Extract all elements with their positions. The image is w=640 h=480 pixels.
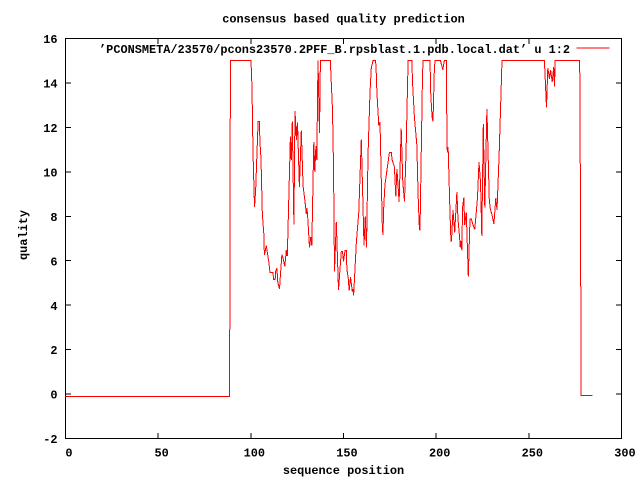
svg-text:-2: -2 [43,433,57,447]
svg-text:50: 50 [155,446,169,460]
svg-text:0: 0 [65,446,72,460]
svg-text:2: 2 [50,344,57,358]
svg-text:150: 150 [336,446,357,460]
svg-text:8: 8 [50,211,57,225]
svg-text:0: 0 [50,389,57,403]
svg-text:250: 250 [522,446,543,460]
svg-text:4: 4 [50,300,57,314]
svg-text:300: 300 [614,446,635,460]
svg-text:consensus based quality predic: consensus based quality prediction [222,13,465,27]
svg-text:100: 100 [244,446,265,460]
svg-text:12: 12 [43,122,57,136]
svg-text:200: 200 [429,446,450,460]
svg-text:16: 16 [43,33,57,47]
svg-text:’PCONSMETA/23570/pcons23570.2P: ’PCONSMETA/23570/pcons23570.2PFF_B.rpsbl… [99,43,570,57]
svg-text:quality: quality [17,210,31,260]
svg-text:14: 14 [43,78,57,92]
svg-text:10: 10 [43,166,57,180]
svg-text:sequence position: sequence position [283,464,404,478]
svg-text:6: 6 [50,255,57,269]
